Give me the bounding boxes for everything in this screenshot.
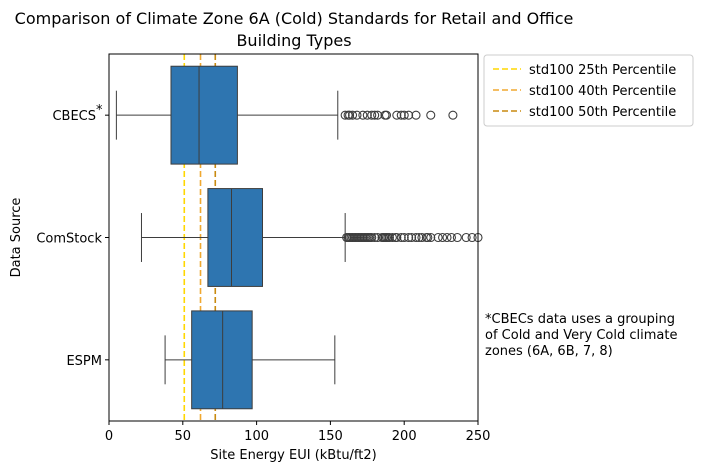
y-axis-label: Data Source — [9, 198, 24, 278]
outlier-point — [370, 232, 380, 243]
y-tick-label: ESPM — [66, 354, 102, 369]
axes: 0 50 100 150 200 250 CBECS * ComStock ESPM — [36, 103, 490, 444]
outlier-point — [423, 232, 433, 243]
outlier-point — [399, 232, 409, 243]
chart-title-line2: Building Types — [236, 31, 351, 50]
y-tick-label-asterisk: * — [96, 103, 103, 118]
outlier-point — [392, 110, 402, 120]
legend-item-1: std100 25th Percentile — [493, 63, 676, 78]
legend-frame — [483, 54, 694, 127]
x-tick-label: 0 — [105, 429, 113, 444]
y-tick-label: CBECS — [52, 109, 96, 124]
outlier-point — [373, 110, 383, 120]
legend: std100 25th Percentile std100 40th Percen… — [483, 54, 694, 127]
outlier-point — [396, 110, 406, 120]
outlier-point — [352, 110, 362, 120]
iqr-box — [170, 65, 238, 165]
plot-area — [115, 54, 483, 421]
iqr-box — [191, 310, 253, 410]
outlier-point — [362, 110, 372, 120]
footnote-line-2: of Cold and Very Cold climate — [485, 328, 677, 343]
outlier-point — [411, 110, 421, 120]
outlier-point — [442, 232, 452, 243]
chart-title-line1: Comparison of Climate Zone 6A (Cold) Sta… — [15, 9, 574, 28]
outlier-point — [399, 110, 409, 120]
outlier-point — [452, 232, 462, 243]
outlier-point — [367, 232, 377, 243]
outlier-point — [446, 232, 456, 243]
outlier-point — [358, 110, 368, 120]
outlier-point — [426, 110, 436, 120]
outlier-point — [404, 232, 414, 243]
outlier-point — [404, 110, 414, 120]
x-axis-label: Site Energy EUI (kBtu/ft2) — [210, 448, 376, 463]
box-cbecs — [115, 65, 458, 165]
outlier-point — [345, 110, 355, 120]
outlier-point — [370, 110, 380, 120]
legend-label: std100 50th Percentile — [529, 105, 676, 120]
x-tick-label: 100 — [244, 429, 269, 444]
outlier-point — [426, 232, 436, 243]
outlier-point — [340, 110, 350, 120]
outlier-point — [433, 232, 443, 243]
x-tick-label: 150 — [318, 429, 343, 444]
outlier-point — [411, 232, 421, 243]
outlier-point — [407, 232, 417, 243]
outlier-point — [347, 110, 358, 120]
y-tick-label: ComStock — [36, 232, 102, 247]
x-tick-label: 200 — [392, 429, 417, 444]
footnote-line-1: *CBECs data uses a grouping — [485, 312, 675, 327]
x-tick-label: 250 — [466, 429, 491, 444]
legend-item-3: std100 50th Percentile — [493, 105, 676, 120]
outlier-point — [448, 110, 458, 120]
outlier-point — [387, 232, 397, 243]
outlier-point — [384, 232, 394, 243]
footnote-line-3: zones (6A, 6B, 7, 8) — [485, 344, 613, 359]
box-comstock — [140, 188, 483, 287]
outlier-point — [461, 232, 471, 243]
box-espm — [164, 310, 336, 410]
legend-label: std100 40th Percentile — [529, 84, 676, 99]
outlier-point — [381, 110, 392, 120]
outlier-point — [396, 232, 406, 243]
outlier-point — [467, 232, 477, 243]
footnote: *CBECs data uses a grouping of Cold and … — [485, 312, 677, 359]
outlier-point — [367, 110, 377, 120]
outlier-point — [392, 232, 402, 243]
outlier-point — [373, 232, 383, 243]
outlier-point — [417, 232, 427, 243]
legend-item-2: std100 40th Percentile — [493, 84, 676, 99]
outlier-point — [414, 232, 424, 243]
outlier-point — [438, 232, 448, 243]
x-tick-label: 50 — [175, 429, 192, 444]
legend-label: std100 25th Percentile — [529, 63, 676, 78]
iqr-box — [207, 188, 264, 287]
